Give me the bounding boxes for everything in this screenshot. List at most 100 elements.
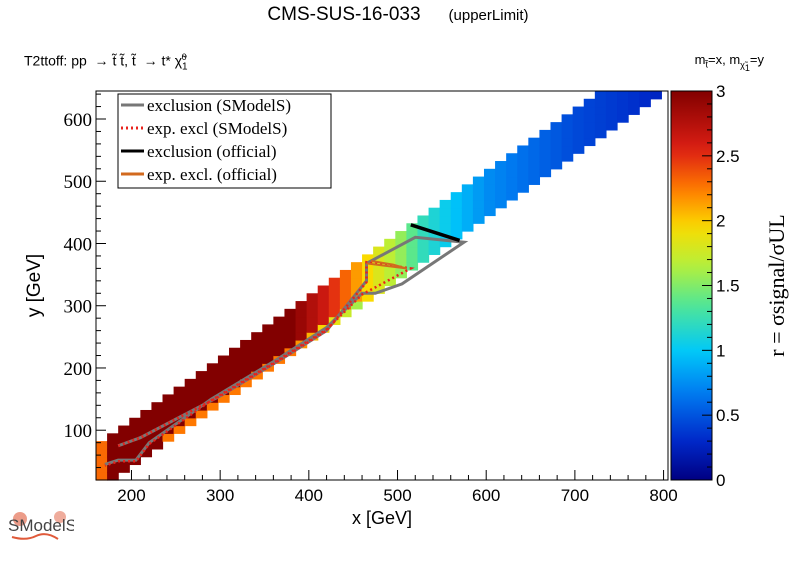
heatmap-cell	[650, 91, 662, 100]
heatmap-cell	[417, 215, 430, 224]
heatmap-cell	[495, 184, 507, 193]
heatmap-cell	[118, 464, 130, 473]
heatmap-cell	[395, 269, 407, 279]
heatmap-cell	[173, 409, 186, 419]
legend-label: exp. excl. (official)	[147, 165, 277, 184]
heatmap-cell	[206, 402, 219, 411]
heatmap-cell	[572, 114, 585, 123]
heatmap-cell	[140, 425, 153, 434]
heatmap-cell	[306, 301, 319, 310]
heatmap-cell	[317, 316, 330, 325]
heatmap-cell	[617, 114, 629, 123]
heatmap-cell	[461, 199, 474, 209]
heatmap-cell	[373, 269, 385, 279]
heatmap-cell	[483, 199, 496, 209]
y-tick-label: 600	[64, 110, 93, 131]
heatmap-cell	[639, 98, 651, 108]
heatmap-cell	[583, 106, 596, 115]
heatmap-cell	[373, 246, 385, 255]
heatmap-cell	[506, 168, 518, 178]
heatmap-cell	[217, 363, 230, 372]
heatmap-cell	[240, 363, 252, 372]
heatmap-cell	[550, 161, 563, 170]
heatmap-cell	[173, 402, 186, 411]
heatmap-cell	[461, 223, 474, 232]
heatmap-cell	[173, 425, 186, 434]
heatmap-cell	[406, 246, 419, 255]
heatmap-cell	[373, 262, 385, 271]
heatmap-cell	[195, 394, 208, 403]
heatmap-cell	[450, 199, 463, 209]
heatmap-cell	[273, 339, 286, 349]
heatmap-cell	[384, 254, 396, 263]
heatmap-cell	[229, 347, 241, 357]
heatmap-cell	[428, 246, 441, 255]
heatmap-cell	[251, 347, 263, 357]
heatmap-cell	[195, 409, 208, 419]
heatmap-cell	[229, 386, 241, 396]
heatmap-cell	[107, 472, 119, 481]
mass-label-part2: =x, m	[708, 52, 741, 67]
heatmap-cell	[206, 378, 219, 388]
heatmap-cell	[140, 409, 153, 419]
y-tick-label: 200	[64, 359, 93, 380]
heatmap-cell	[495, 176, 507, 185]
chart-title: CMS-SUS-16-033 (upperLimit)	[0, 4, 796, 26]
arrow-icon: →	[139, 52, 162, 69]
heatmap-cell	[539, 153, 552, 162]
chart-subtitle: (upperLimit)	[448, 7, 529, 24]
legend: exclusion (SModelS) exp. excl (SModelS) ex…	[117, 93, 332, 189]
contour-lines	[104, 223, 469, 467]
heatmap-cell	[583, 114, 596, 123]
heatmap-cell	[317, 293, 330, 302]
heatmap-cell	[572, 145, 585, 154]
heatmap-cell	[217, 371, 230, 380]
heatmap-cell	[583, 122, 596, 131]
heatmap-cell	[628, 106, 640, 115]
x-tick-label: 500	[383, 486, 411, 505]
heatmap-cell	[229, 378, 241, 388]
heatmap-cell	[295, 324, 308, 333]
heatmap-cell	[295, 301, 308, 310]
heatmap-cell	[162, 402, 175, 411]
heatmap-cell	[284, 339, 297, 349]
heatmap-cell	[229, 371, 241, 380]
heatmap-cell	[406, 262, 419, 271]
heatmap-cell	[251, 363, 263, 372]
chart-title-main: CMS-SUS-16-033	[267, 4, 421, 25]
heatmap-cell	[384, 269, 396, 279]
heatmap-cell	[539, 137, 552, 147]
heatmap-cell	[439, 199, 452, 209]
heatmap-cell	[439, 238, 452, 248]
heatmap-cell	[506, 153, 518, 162]
color-scale: 0 0.5 1 1.5 2 2.5 3 r = σsignal/σUL	[670, 82, 789, 490]
heatmap-cell	[517, 176, 529, 185]
heatmap-cell	[339, 285, 352, 294]
heatmap-cell	[384, 277, 396, 287]
heatmap-cell	[506, 192, 518, 201]
heatmap-cell	[617, 91, 629, 100]
heatmap-cell	[195, 378, 208, 388]
heatmap-cell	[561, 153, 574, 162]
heatmap-cell	[373, 277, 385, 287]
heatmap-cell	[461, 192, 474, 201]
z-tick-label: 1.5	[716, 277, 740, 296]
heatmap-cell	[273, 316, 286, 325]
heatmap-cell	[561, 129, 574, 139]
heatmap-cell	[273, 324, 286, 333]
heatmap-cell	[461, 184, 474, 193]
process-prefix: T2ttoff: pp	[24, 52, 87, 69]
heatmap-cell	[528, 168, 541, 178]
heatmap-cell	[240, 347, 252, 357]
heatmap-cell	[561, 122, 574, 131]
heatmap-cell	[450, 192, 463, 201]
heatmap-cell	[472, 192, 485, 201]
heatmap-cell	[439, 207, 452, 217]
heatmap-cell	[561, 114, 574, 123]
heatmap-cell	[472, 184, 485, 193]
heatmap-cell	[483, 184, 496, 193]
heatmap-cell	[550, 153, 563, 162]
contour-exp-excl-smodels	[104, 260, 415, 467]
heatmap-cell	[306, 324, 319, 333]
